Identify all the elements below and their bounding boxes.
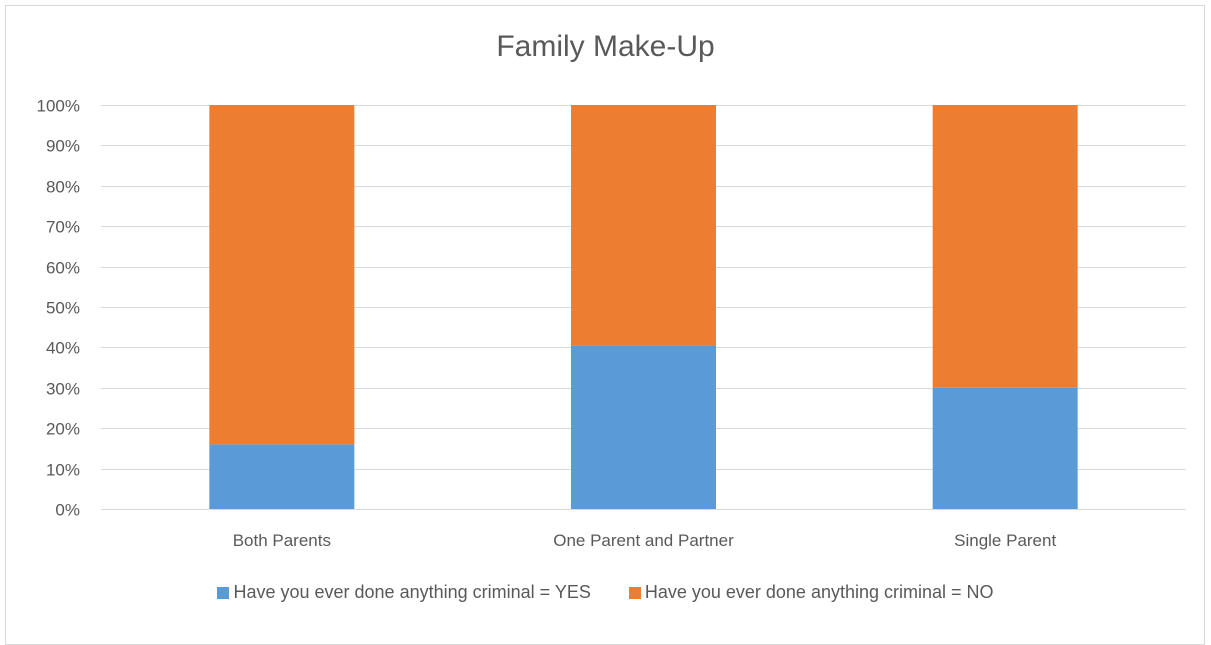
y-tick-label: 100%	[37, 97, 80, 116]
y-tick-label: 40%	[46, 339, 80, 358]
y-tick-label: 30%	[46, 380, 80, 399]
bar-segment-yes	[932, 387, 1078, 509]
x-tick-label: One Parent and Partner	[553, 531, 734, 550]
legend-item-no: Have you ever done anything criminal = N…	[628, 582, 994, 603]
chart-title: Family Make-Up	[496, 30, 715, 63]
y-tick-label: 60%	[46, 259, 80, 278]
y-tick-label: 50%	[46, 299, 80, 318]
y-tick-label: 80%	[46, 178, 80, 197]
x-tick-label: Both Parents	[233, 531, 331, 550]
legend-label-no: Have you ever done anything criminal = N…	[644, 582, 994, 602]
bar-segment-no	[209, 105, 355, 445]
y-tick-label: 20%	[46, 420, 80, 439]
bar-segment-no	[571, 105, 716, 346]
y-tick-label: 70%	[46, 218, 80, 237]
legend: Have you ever done anything criminal = Y…	[0, 582, 1211, 603]
x-tick-label: Single Parent	[954, 531, 1056, 550]
bar-segment-yes	[571, 345, 716, 509]
y-tick-label: 10%	[46, 461, 80, 480]
bar-segment-yes	[209, 444, 355, 509]
y-tick-label: 0%	[55, 501, 80, 520]
chart-plot: 0% 10% 20% 30% 40% 50% 60% 70% 80% 90% 100% Both Pa…	[37, 97, 1186, 550]
y-tick-label: 90%	[46, 137, 80, 156]
bar-segment-no	[932, 105, 1078, 388]
legend-swatch-no	[628, 586, 641, 599]
legend-label-yes: Have you ever done anything criminal = Y…	[233, 582, 591, 602]
legend-item-yes: Have you ever done anything criminal = Y…	[217, 582, 591, 603]
legend-swatch-yes	[217, 586, 230, 599]
